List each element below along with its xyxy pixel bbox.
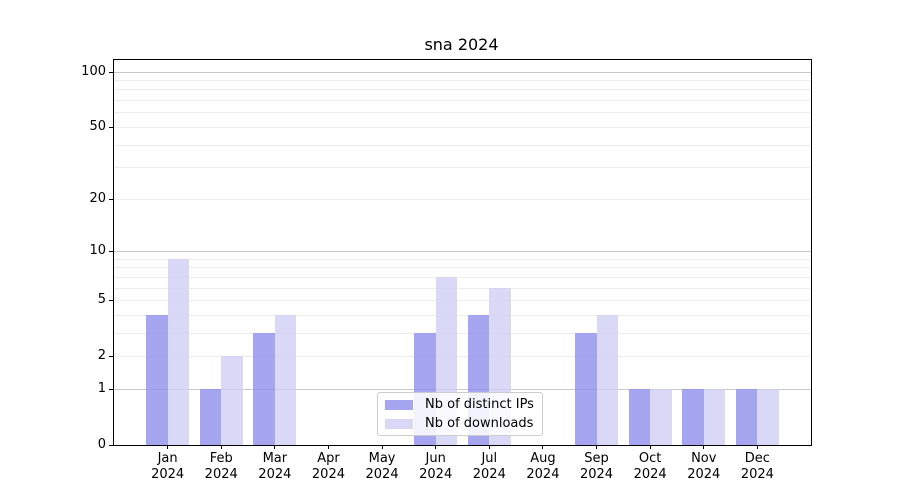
bar-distinct-ips-oct (628, 388, 651, 445)
legend-swatch-downloads (385, 418, 413, 429)
gridline-70 (114, 100, 811, 102)
chart-title: sna 2024 (424, 35, 499, 54)
y-tick-5 (109, 300, 114, 302)
x-tick-label-may: May 2024 (365, 451, 399, 482)
x-tick-label-jun: Jun 2024 (419, 451, 453, 482)
y-tick-label-20: 20 (89, 190, 106, 206)
y-tick-2 (109, 356, 114, 358)
y-tick-100 (109, 71, 114, 73)
y-tick-label-50: 50 (89, 118, 106, 134)
x-tick-label-feb: Feb 2024 (204, 451, 238, 482)
gridline-60 (114, 112, 811, 114)
gridline-20 (114, 198, 811, 200)
gridline-9 (114, 258, 811, 260)
bar-distinct-ips-nov (682, 388, 704, 445)
bar-downloads-oct (650, 388, 672, 445)
x-tick-label-mar: Mar 2024 (258, 451, 292, 482)
x-tick-label-apr: Apr 2024 (311, 451, 345, 482)
y-tick-0 (109, 445, 114, 446)
bar-distinct-ips-jan (146, 314, 168, 445)
y-tick-label-1: 1 (97, 380, 106, 396)
gridline-80 (114, 89, 811, 91)
x-tick-label-jan: Jan 2024 (151, 451, 185, 482)
x-tick-may (381, 445, 383, 449)
x-tick-dec (756, 445, 758, 449)
legend-swatch-distinct-ips (385, 399, 413, 410)
gridline-90 (114, 80, 811, 82)
gridline-50 (114, 126, 811, 128)
y-tick-label-0: 0 (97, 437, 106, 452)
bar-distinct-ips-feb (199, 388, 222, 445)
x-tick-oct (649, 445, 651, 449)
bar-downloads-sep (596, 314, 619, 445)
gridline-2 (114, 356, 811, 358)
y-tick-label-100: 100 (81, 63, 106, 79)
bar-downloads-mar (274, 314, 297, 445)
gridline-30 (114, 167, 811, 169)
x-tick-label-aug: Aug 2024 (526, 451, 560, 482)
gridline-8 (114, 267, 811, 269)
x-tick-nov (703, 445, 705, 449)
y-tick-10 (109, 250, 114, 252)
legend-item-downloads: Nb of downloads (385, 416, 542, 431)
gridline-7 (114, 276, 811, 278)
bar-downloads-nov (703, 388, 726, 445)
x-tick-feb (220, 445, 222, 449)
plot-area: 100 50 20 10 5 2 1 0 Jan 2024 Feb 2024 Mar 2024 Apr… (81, 59, 812, 482)
x-tick-jan (167, 445, 169, 449)
legend-label-distinct-ips: Nb of distinct IPs (425, 397, 534, 412)
x-tick-label-jul: Jul 2024 (472, 451, 506, 482)
legend-item-distinct-ips: Nb of distinct IPs (385, 397, 542, 412)
legend: Nb of distinct IPs Nb of downloads (377, 392, 543, 436)
gridline-100 (114, 71, 811, 73)
y-tick-label-10: 10 (89, 242, 106, 258)
bar-downloads-feb (221, 356, 243, 445)
y-tick-label-5: 5 (97, 292, 106, 308)
y-tick-label-2: 2 (97, 348, 106, 364)
x-tick-label-sep: Sep 2024 (579, 451, 614, 482)
y-tick-20 (109, 198, 114, 200)
legend-label-downloads: Nb of downloads (425, 416, 534, 431)
x-tick-jul (488, 445, 490, 449)
gridline-5 (114, 300, 811, 302)
bar-distinct-ips-dec (735, 388, 758, 445)
x-tick-label-nov: Nov 2024 (687, 451, 721, 482)
bar-downloads-dec (757, 388, 779, 445)
x-tick-label-oct: Oct 2024 (633, 451, 667, 482)
x-tick-mar (274, 445, 276, 449)
gridline-6 (114, 287, 811, 289)
bar-downloads-jan (167, 258, 190, 445)
x-tick-jun (435, 445, 437, 449)
x-tick-label-dec: Dec 2024 (740, 451, 774, 482)
x-tick-sep (596, 445, 598, 449)
gridline-10 (114, 250, 811, 252)
bar-distinct-ips-sep (575, 332, 597, 445)
bar-distinct-ips-mar (253, 332, 275, 445)
y-tick-1 (109, 388, 114, 390)
gridline-40 (114, 144, 811, 146)
gridline-3 (114, 332, 811, 334)
x-tick-apr (327, 445, 329, 449)
x-tick-aug (542, 445, 544, 449)
y-tick-50 (109, 126, 114, 128)
gridline-1 (114, 388, 811, 390)
gridline-4 (114, 314, 811, 316)
